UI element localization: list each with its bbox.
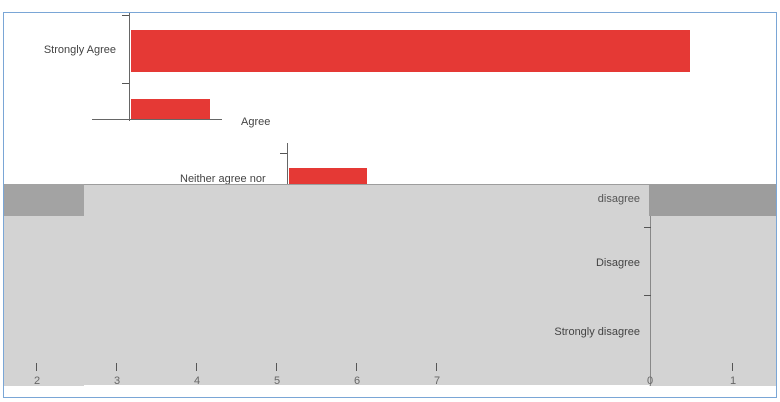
y-tick (644, 227, 651, 228)
category-label-agree: Agree (241, 116, 271, 128)
agree-baseline (92, 119, 222, 120)
bar-neither (289, 168, 367, 184)
x-tick (36, 363, 37, 371)
x-tick-label: 4 (193, 375, 201, 387)
x-tick (436, 363, 437, 371)
y-tick (122, 83, 129, 84)
x-tick-label: 1 (729, 375, 737, 387)
category-label-strongly-disagree: Strongly disagree (554, 326, 640, 338)
y-axis-right (650, 216, 651, 386)
x-tick (116, 363, 117, 371)
x-tick (196, 363, 197, 371)
category-label-neither: Neither agree nor (180, 173, 266, 185)
y-axis-mid (287, 143, 288, 188)
x-tick-label: 6 (353, 375, 361, 387)
y-tick (280, 153, 287, 154)
x-tick (276, 363, 277, 371)
bar-strongly-agree (131, 30, 690, 72)
y-tick (644, 295, 651, 296)
y-axis-top (129, 13, 130, 121)
x-tick-label: 3 (113, 375, 121, 387)
x-tick-label: 5 (273, 375, 281, 387)
category-label-disagree: Disagree (595, 257, 640, 269)
category-label-neither-suffix: disagree (597, 193, 640, 205)
overlay-panel-left (4, 216, 84, 386)
x-tick (732, 363, 733, 371)
overlay-panel (84, 185, 649, 385)
overlay-left-box (4, 184, 84, 216)
x-tick-label: 2 (33, 375, 41, 387)
x-tick-label: 0 (646, 375, 654, 387)
chart-frame: Strongly Agree Agree Neither agree nor d… (3, 12, 777, 398)
overlay-panel-right (649, 216, 776, 386)
category-label-strongly-agree: Strongly Agree (43, 44, 116, 56)
bar-agree (131, 99, 210, 119)
x-tick (356, 363, 357, 371)
y-tick (122, 15, 129, 16)
x-tick-label: 7 (433, 375, 441, 387)
